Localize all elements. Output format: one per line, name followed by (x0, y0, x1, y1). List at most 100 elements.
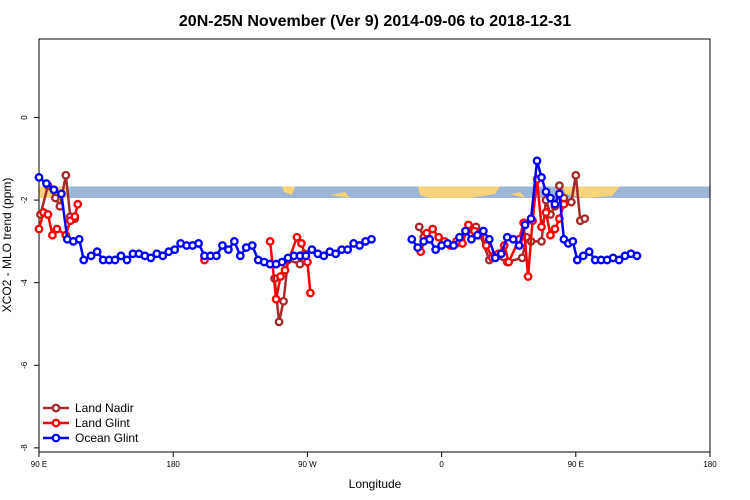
data-point (434, 232, 444, 242)
data-point (566, 197, 576, 207)
data-point (295, 259, 305, 269)
data-point (517, 253, 527, 263)
y-axis-ticks: 0 -2 -4 -6 -8 (20, 115, 39, 452)
data-point (56, 189, 66, 199)
data-point (194, 239, 203, 248)
data-point (523, 272, 533, 281)
data-point (546, 230, 555, 240)
data-point (79, 255, 89, 265)
data-point (526, 214, 536, 224)
legend-label: Land Glint (75, 416, 130, 430)
data-point (449, 241, 458, 250)
land-shape (418, 186, 500, 199)
data-point (568, 236, 578, 246)
data-point (271, 294, 281, 304)
data-point (116, 251, 126, 261)
map-strip (39, 186, 710, 199)
y-tick-label: 0 (20, 115, 29, 120)
data-point (280, 265, 290, 275)
plot-frame (38, 38, 711, 453)
data-point (307, 245, 317, 255)
data-point (74, 234, 84, 244)
data-point (305, 288, 315, 298)
data-point (571, 170, 581, 180)
data-point (301, 251, 311, 261)
data-point (276, 272, 285, 281)
data-point (122, 255, 132, 265)
data-point (504, 257, 514, 267)
data-point (218, 241, 227, 250)
data-point (514, 241, 524, 250)
data-point (508, 234, 518, 244)
land-shape (510, 192, 525, 199)
x-tick-label: 180 (167, 460, 181, 469)
x-axis-ticks: 90 E 180 90 W 0 90 E 180 (31, 452, 717, 469)
data-point (49, 185, 59, 195)
data-point (52, 224, 62, 234)
data-point (86, 251, 96, 261)
data-point (537, 172, 546, 182)
chart-title: 20N-25N November (Ver 9) 2014-09-06 to 2… (179, 13, 571, 30)
data-point (170, 245, 180, 255)
data-point (343, 245, 353, 255)
data-point (42, 179, 51, 188)
data-point (297, 239, 306, 248)
legend-marker (51, 403, 61, 413)
data-point (158, 251, 168, 261)
data-point (496, 249, 506, 259)
data-point (614, 255, 624, 265)
data-point (484, 234, 494, 244)
data-point (265, 236, 275, 246)
data-point (92, 247, 102, 257)
series-layer (34, 156, 642, 327)
x-tick-label: 90 E (568, 460, 584, 469)
data-point (467, 234, 476, 244)
data-point (537, 236, 546, 246)
data-point (146, 253, 156, 263)
data-point (48, 230, 57, 240)
data-point (472, 230, 482, 240)
y-tick-label: -8 (20, 444, 29, 452)
data-point (34, 224, 44, 234)
data-point (319, 251, 329, 261)
data-point (554, 189, 564, 199)
data-point (455, 232, 464, 242)
data-point (537, 222, 546, 232)
data-point (425, 234, 435, 244)
x-axis-label: Longitude (349, 477, 402, 491)
y-tick-label: -6 (20, 361, 29, 369)
land-shape (330, 192, 350, 199)
data-point (355, 241, 364, 250)
data-point (532, 156, 542, 166)
x-tick-label: 90 W (298, 460, 317, 469)
data-point (51, 193, 60, 203)
series-ocean-glint (34, 156, 642, 269)
legend-marker (51, 418, 61, 428)
data-point (212, 251, 221, 261)
x-tick-label: 0 (439, 460, 444, 469)
data-point (229, 236, 239, 246)
data-point (478, 226, 488, 236)
data-point (520, 220, 530, 230)
data-point (34, 172, 44, 182)
data-point (572, 255, 582, 265)
data-point (541, 187, 551, 197)
data-point (277, 257, 287, 267)
data-point (274, 317, 284, 327)
legend-label: Land Nadir (75, 401, 134, 415)
ocean-band (39, 186, 710, 199)
data-point (461, 226, 470, 236)
data-point (292, 232, 302, 242)
data-point (546, 193, 555, 203)
data-point (407, 234, 417, 244)
legend-label: Ocean Glint (75, 431, 139, 445)
data-point (578, 251, 588, 261)
data-point (428, 224, 438, 234)
data-point (584, 247, 594, 257)
y-tick-label: -4 (20, 279, 29, 287)
data-point (110, 255, 120, 265)
land-shape (282, 186, 295, 196)
data-point (413, 243, 423, 252)
